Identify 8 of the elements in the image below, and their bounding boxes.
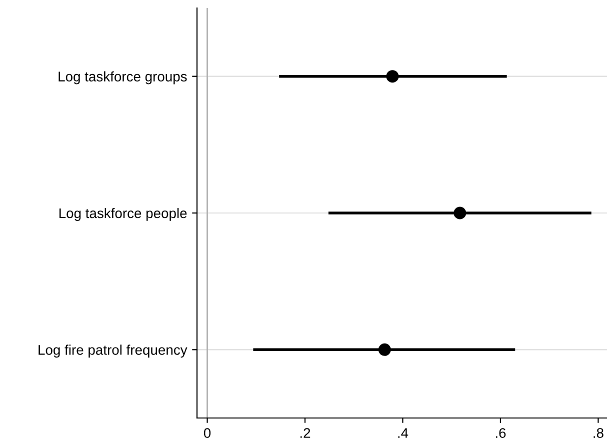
x-tick-label: .8 — [594, 428, 604, 438]
x-tick-label: 0 — [204, 428, 211, 438]
y-tick-label: Log taskforce groups — [58, 71, 187, 84]
y-tick-label: Log fire patrol frequency — [38, 344, 188, 358]
x-tick-label: .2 — [300, 428, 310, 438]
y-tick-label: Log taskforce people — [59, 208, 187, 221]
x-tick-label: .6 — [496, 428, 506, 438]
x-tick-label: .4 — [398, 428, 408, 438]
